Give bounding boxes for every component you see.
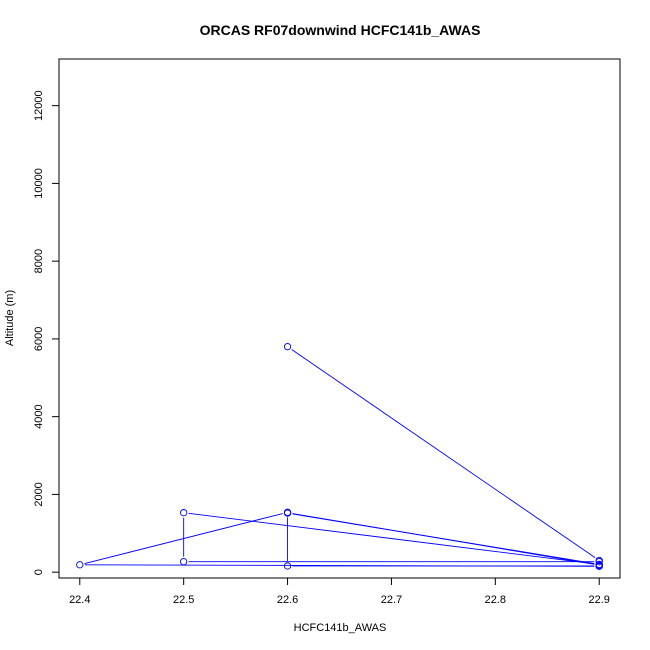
data-point <box>283 508 292 516</box>
series-segment <box>188 512 595 565</box>
y-tick-label: 2000 <box>33 482 45 506</box>
x-tick-label: 22.5 <box>173 594 194 606</box>
y-tick-label: 4000 <box>33 404 45 428</box>
series-segment <box>292 513 595 565</box>
x-tick-label: 22.7 <box>381 594 402 606</box>
y-tick-label: 12000 <box>33 90 45 121</box>
data-point <box>283 343 292 351</box>
y-tick-label: 8000 <box>33 249 45 273</box>
y-tick-label: 6000 <box>33 327 45 351</box>
y-tick-label: 10000 <box>33 168 45 199</box>
data-point <box>595 558 603 566</box>
y-axis-label: Altitude (m) <box>4 290 16 346</box>
x-axis: 22.4 22.5 22.6 22.7 22.8 22.9 <box>69 577 610 606</box>
x-tick-label: 22.8 <box>485 594 506 606</box>
series-layer <box>76 343 603 570</box>
x-axis-label: HCFC141b_AWAS <box>294 622 387 634</box>
x-tick-label: 22.9 <box>589 594 610 606</box>
y-tick-label: 0 <box>33 569 45 575</box>
plot-frame <box>58 58 621 579</box>
series-segment <box>84 564 595 567</box>
data-point <box>180 558 188 566</box>
series-segment <box>291 349 596 559</box>
chart-title: ORCAS RF07downwind HCFC141b_AWAS <box>200 22 481 38</box>
data-point <box>180 509 188 517</box>
y-axis: 0 2000 4000 6000 8000 10000 12000 <box>33 90 60 575</box>
x-tick-label: 22.6 <box>277 594 298 606</box>
data-point <box>283 562 292 570</box>
data-point <box>76 561 84 569</box>
series-segment <box>84 513 283 564</box>
data-point <box>595 562 603 570</box>
x-tick-label: 22.4 <box>69 594 90 606</box>
